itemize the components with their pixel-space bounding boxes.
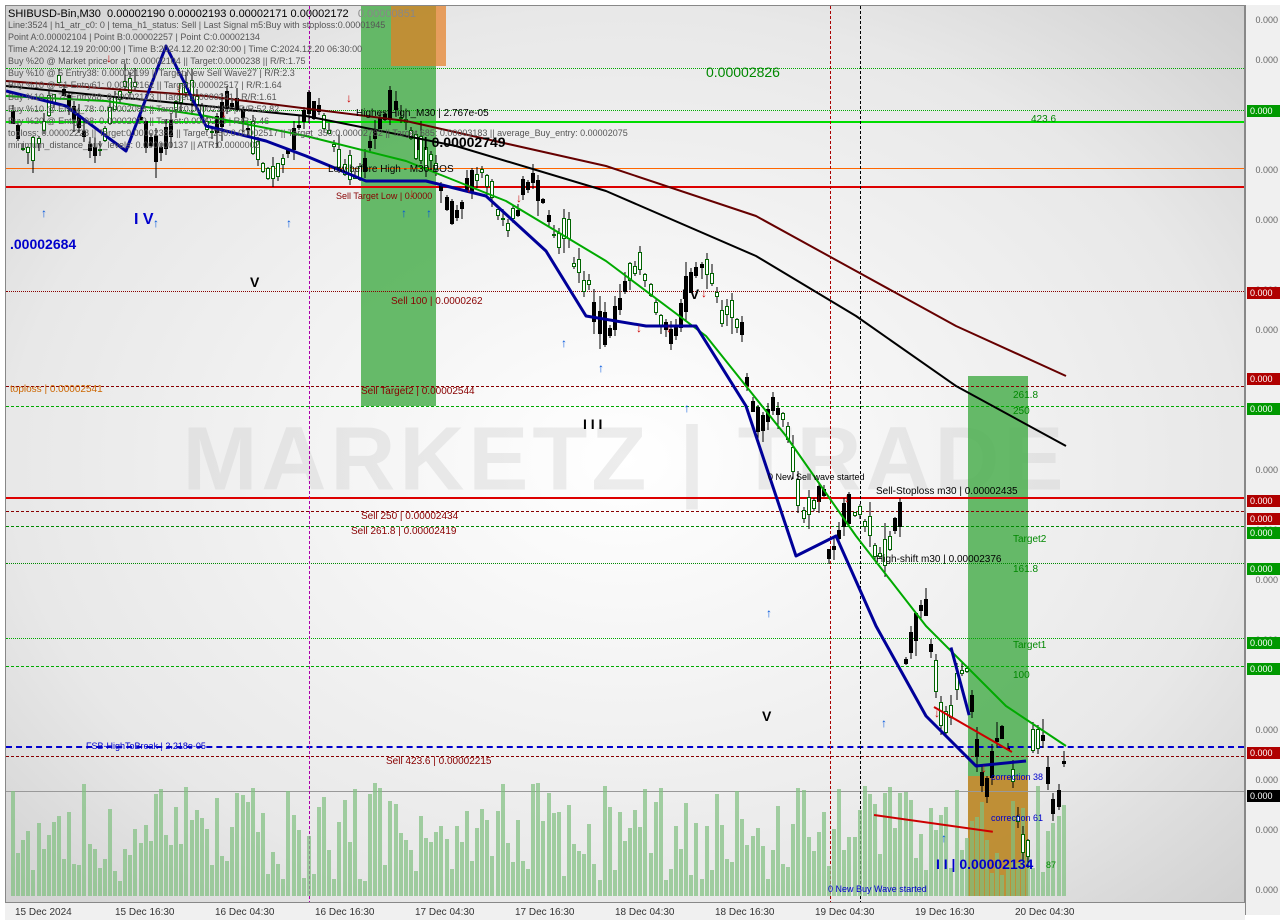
buy-arrow-icon: ↑ <box>684 401 690 415</box>
sell-arrow-icon: ↓ <box>636 321 642 335</box>
info-line: toploss: 0.00002228 || Target:0.00002382… <box>8 128 628 138</box>
chart-label: Sell 250 | 0.00002434 <box>361 511 458 522</box>
buy-arrow-icon: ↑ <box>426 206 432 220</box>
chart-label: 0.00002826 <box>706 64 780 80</box>
buy-arrow-icon: ↑ <box>286 216 292 230</box>
chart-label: Sell 100 | 0.0000262 <box>391 296 483 307</box>
symbol-header: SHIBUSD-Bin,M30 0.00002190 0.00002193 0.… <box>8 8 416 20</box>
info-line: Line:3524 | h1_atr_c0: 0 | tema_h1_statu… <box>8 20 385 30</box>
info-line: Buy %20 @ Entry_98: 0.00002019 || Target… <box>8 116 269 126</box>
sell-arrow-icon: ↓ <box>844 491 850 505</box>
chart-label: 87 <box>1046 860 1056 870</box>
info-line: Buy %10 @ 61 Entry61: 0.00002162 || Targ… <box>8 80 282 90</box>
sell-arrow-icon: ↓ <box>816 491 822 505</box>
chart-label: correction 61 <box>991 813 1043 823</box>
info-line: Buy %20 @ Market price or at: 0.00002104… <box>8 56 306 66</box>
chart-label: Sell Target2 | 0.00002544 <box>361 386 475 397</box>
chart-label: Sell 261.8 | 0.00002419 <box>351 526 456 537</box>
chart-label: 423.6 <box>1031 114 1056 125</box>
sell-arrow-icon: ↓ <box>346 91 352 105</box>
chart-label: Sell-Stoploss m30 | 0.00002435 <box>876 486 1018 497</box>
chart-label: correction 38 <box>991 772 1043 782</box>
chart-label: .00002684 <box>10 236 76 252</box>
sell-arrow-icon: ↓ <box>666 321 672 335</box>
chart-label: toploss | 0.00002541 <box>10 384 103 395</box>
chart-label: 250 <box>1013 406 1030 417</box>
buy-arrow-icon: ↑ <box>881 716 887 730</box>
price-axis: 0.0000.0000.0000.0000.0000.0000.0000.000… <box>1245 5 1280 915</box>
info-line: minimum_distance_buy_levels: 0.000000137… <box>8 140 260 150</box>
chart-label: 100 <box>1013 670 1030 681</box>
chart-label: Low before High - M30-BOS <box>328 164 454 175</box>
sell-arrow-icon: ↓ <box>701 286 707 300</box>
buy-arrow-icon: ↑ <box>598 361 604 375</box>
sell-arrow-icon: ↓ <box>516 191 522 205</box>
info-line: Buy %10 @ Entry_78: 0.00002088 || Target… <box>8 104 279 114</box>
info-line: Time A:2024.12.19 20:00:00 | Time B:2024… <box>8 44 362 54</box>
buy-arrow-icon: ↑ <box>766 606 772 620</box>
info-line: Point A:0.00002104 | Point B:0.00002257 … <box>8 32 260 42</box>
chart-label: Sell 423.6 | 0.00002215 <box>386 756 491 767</box>
chart-label: Target1 <box>1013 640 1046 651</box>
buy-arrow-icon: ↑ <box>561 336 567 350</box>
chart-label: HighestHigh_M30 | 2.767e-05 <box>356 108 489 119</box>
sell-arrow-icon: ↓ <box>934 706 940 720</box>
chart-label: 0 New Sell wave started <box>768 472 865 482</box>
info-line: Buy %10 @ 78 Entry88: 0.00002123 || Targ… <box>8 92 277 102</box>
chart-label: 0 New Buy Wave started <box>828 884 927 894</box>
sell-arrow-icon: ↓ <box>466 181 472 195</box>
chart-label: 161.8 <box>1013 564 1038 575</box>
chart-label: High-shift m30 | 0.00002376 <box>876 554 1001 565</box>
buy-arrow-icon: ↑ <box>41 206 47 220</box>
chart-label: Target2 <box>1013 534 1046 545</box>
chart-area[interactable]: MARKETZ | TRADE ↑↓↑↓↓↑↓↑↓↑↓↓↑↑↓↓↑↓↑↓↓↑↓↑… <box>5 5 1245 915</box>
time-axis: 15 Dec 202415 Dec 16:3016 Dec 04:3016 De… <box>5 902 1245 920</box>
buy-arrow-icon: ↑ <box>401 206 407 220</box>
chart-label: Sell Target Low | 0.0000 <box>336 191 432 201</box>
chart-label: 261.8 <box>1013 390 1038 401</box>
buy-arrow-icon: ↑ <box>941 831 947 845</box>
info-line: Buy %10 @ 6 Entry38: 0.00002199 || Targe… <box>8 68 295 78</box>
chart-label: FSB-HighToBreak | 2.218e-05 <box>86 741 206 751</box>
sell-arrow-icon: ↓ <box>981 761 987 775</box>
chart-label: I I | 0.00002134 <box>936 856 1033 872</box>
